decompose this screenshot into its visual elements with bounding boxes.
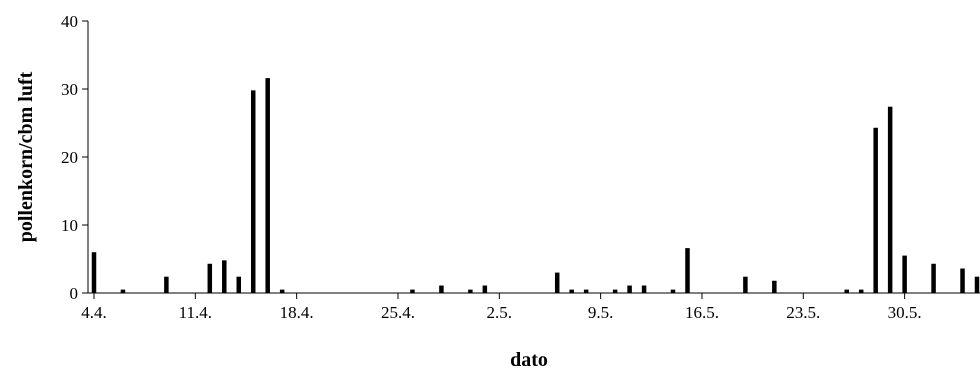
bar	[873, 127, 878, 293]
bar	[236, 276, 241, 293]
bar	[844, 289, 849, 293]
bar	[902, 255, 907, 293]
x-axis-ticks: 4.4. 11.4. 18.4. 25.4. 2.5. 9.5. 16.5. 23.5. 30.…	[81, 293, 922, 322]
bar	[612, 289, 618, 293]
bar	[207, 263, 213, 293]
bar	[91, 252, 97, 293]
x-tick-label: 23.5.	[786, 303, 820, 322]
bar	[627, 285, 632, 293]
bar	[410, 289, 415, 293]
y-tick-label: 30	[61, 80, 78, 99]
x-tick-label: 11.4.	[179, 303, 212, 322]
bar	[265, 78, 270, 294]
bar	[960, 268, 965, 293]
bar	[569, 289, 574, 293]
bar	[482, 285, 488, 293]
bar	[583, 289, 589, 293]
bar	[554, 272, 560, 293]
bar	[772, 280, 777, 293]
y-tick-label: 40	[61, 12, 78, 31]
bars	[91, 78, 980, 294]
x-tick-label: 25.4.	[381, 303, 415, 322]
y-axis-title: pollenkorn/cbm luft	[15, 71, 37, 242]
x-tick-label: 4.4.	[81, 303, 107, 322]
bar	[279, 289, 285, 293]
bar	[887, 106, 893, 294]
bar	[164, 276, 169, 293]
bar	[858, 289, 864, 293]
bar	[641, 285, 647, 293]
bar	[685, 248, 690, 293]
x-tick-label: 16.5.	[685, 303, 719, 322]
x-tick-label: 30.5.	[888, 303, 922, 322]
x-axis-title: dato	[510, 349, 548, 371]
y-axis-ticks: 0 10 20 30 40	[61, 12, 88, 303]
x-tick-label: 9.5.	[588, 303, 614, 322]
x-tick-label: 18.4.	[280, 303, 314, 322]
bar	[974, 276, 980, 293]
y-tick-label: 10	[61, 216, 78, 235]
x-tick-label: 2.5.	[487, 303, 513, 322]
bar	[439, 285, 444, 293]
bar	[468, 289, 473, 293]
bar	[250, 90, 256, 293]
bar	[222, 260, 227, 293]
y-tick-label: 20	[61, 148, 78, 167]
plot-area: 0 10 20 30 40 4.4. 11.4. 18.4. 25.4. 2.5. 9.5. 16.…	[61, 12, 980, 322]
bar	[120, 289, 126, 293]
y-tick-label: 0	[70, 284, 79, 303]
bar	[670, 289, 676, 293]
bar	[743, 276, 748, 293]
bar	[931, 263, 936, 293]
